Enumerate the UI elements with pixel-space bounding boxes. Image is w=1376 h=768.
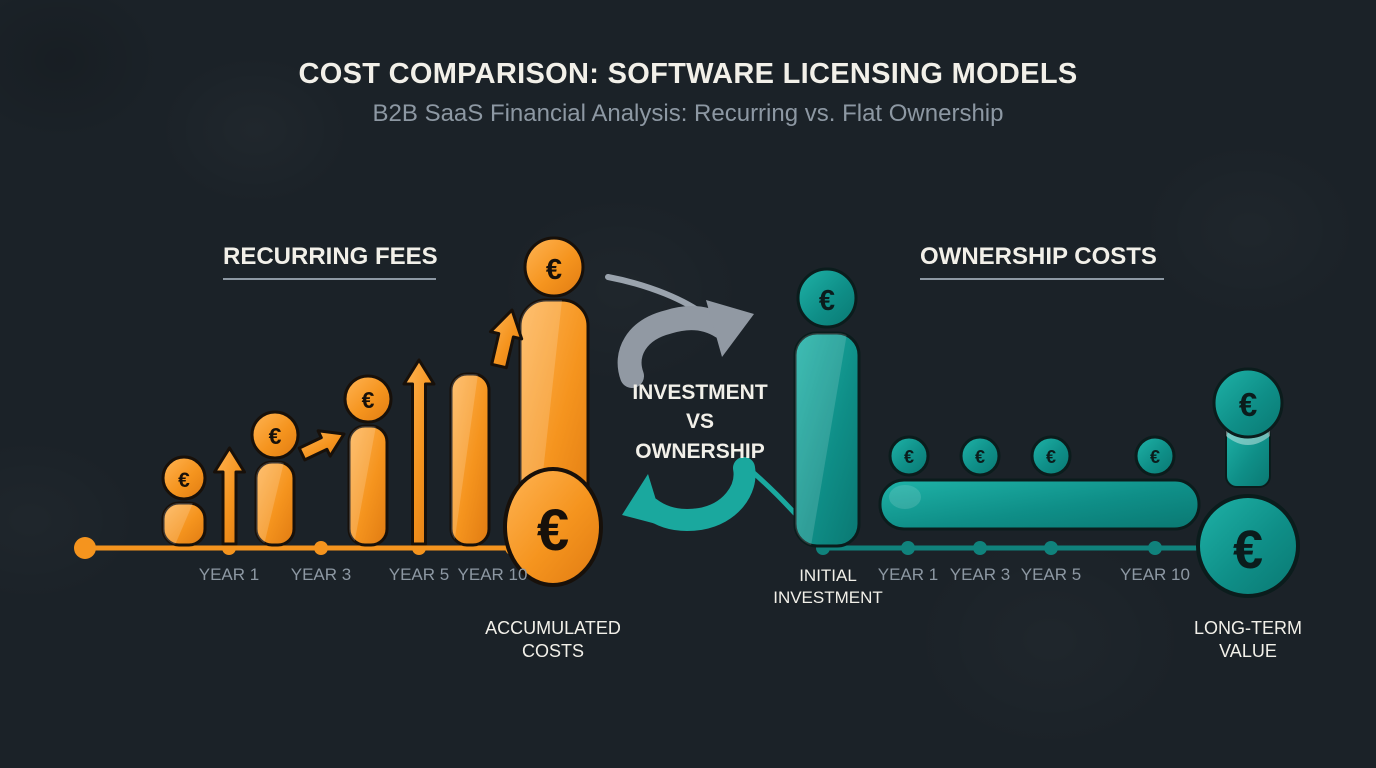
- svg-text:€: €: [904, 447, 914, 467]
- svg-text:€: €: [269, 423, 282, 449]
- svg-text:€: €: [362, 387, 375, 413]
- svg-text:€: €: [1239, 386, 1257, 423]
- svg-text:€: €: [1150, 447, 1160, 467]
- svg-text:€: €: [546, 254, 562, 286]
- svg-text:€: €: [1233, 520, 1263, 580]
- svg-text:€: €: [819, 285, 835, 317]
- svg-text:€: €: [1046, 447, 1056, 467]
- svg-text:€: €: [537, 498, 569, 563]
- svg-text:€: €: [975, 447, 985, 467]
- svg-text:€: €: [178, 469, 190, 492]
